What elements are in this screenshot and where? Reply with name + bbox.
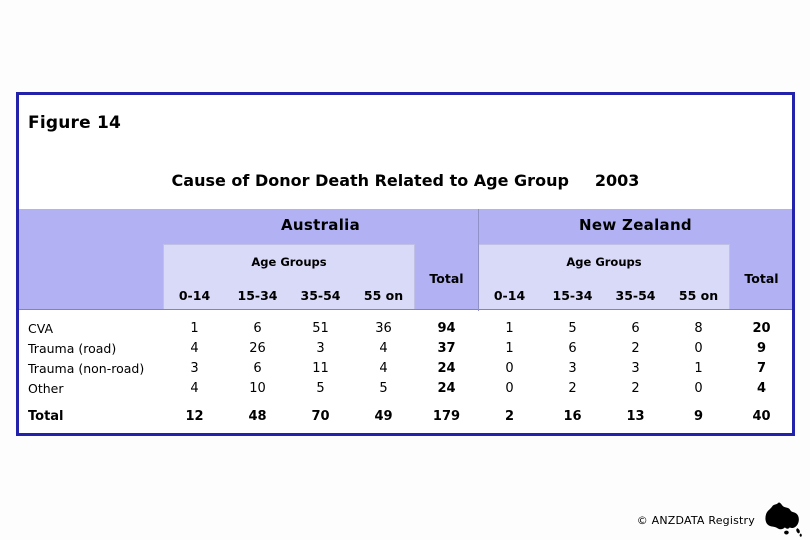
cell: 70 [311,408,330,424]
row-label: Trauma (road) [28,340,117,356]
cell: 6 [253,360,262,376]
cell: 13 [626,408,645,424]
cell: 0 [694,340,703,356]
row-label: CVA [28,320,54,336]
cell-nz-total: 4 [756,380,767,396]
cell: 6 [568,340,577,356]
figure-label: Figure 14 [28,113,122,133]
cell: 16 [563,408,582,424]
cell-au-total: 24 [437,380,456,396]
region-header-new-zealand: New Zealand [579,216,692,234]
age-column-header-row: 0-14 15-34 35-54 55 on 0-14 15-34 35-54 … [19,288,793,303]
figure-title-text: Cause of Donor Death Related to Age Grou… [171,171,569,190]
cell: 0 [505,380,514,396]
cell: 3 [316,340,325,356]
cell: 2 [504,408,515,424]
cell: 2 [631,380,640,396]
cell-au-total: 94 [437,320,456,336]
cell: 0 [505,360,514,376]
cell: 0 [694,380,703,396]
cell: 6 [253,320,262,336]
cell: 1 [505,340,514,356]
cell: 1 [694,360,703,376]
cell: 4 [190,340,199,356]
cell-nz-total: 20 [752,320,771,336]
region-header-australia: Australia [280,216,360,234]
row-label: Total [28,408,64,424]
figure-title: Cause of Donor Death Related to Age Grou… [19,171,792,190]
row-label: Other [28,380,64,396]
column-header: 0-14 [178,288,211,303]
cell: 1 [190,320,199,336]
region-header-row: Australia New Zealand [19,216,793,234]
cell: 9 [693,408,704,424]
table-row-trauma-road: Trauma (road) 4 26 3 4 37 1 6 2 0 9 [19,338,792,358]
age-groups-label-new-zealand: Age Groups [566,255,642,269]
cell: 3 [631,360,640,376]
column-header: 15-34 [237,288,278,303]
total-column-header-new-zealand: Total [744,271,779,286]
total-header-row: Total Total [19,271,793,286]
table-row-total: Total 12 48 70 49 179 2 16 13 9 40 [19,404,792,428]
cell: 6 [631,320,640,336]
cell: 5 [379,380,388,396]
column-header: 15-34 [552,288,593,303]
new-zealand-age-groups-box [478,244,730,309]
cell: 4 [379,340,388,356]
australia-age-groups-box [163,244,415,309]
cell: 10 [249,380,266,396]
cell: 2 [631,340,640,356]
cell: 48 [248,408,267,424]
cell-au-total: 179 [432,408,461,424]
cell: 26 [249,340,266,356]
table-row-other: Other 4 10 5 5 24 0 2 2 0 4 [19,378,792,398]
column-header: 35-54 [300,288,341,303]
column-header: 35-54 [615,288,656,303]
cell: 2 [568,380,577,396]
total-column-header-australia: Total [429,271,464,286]
row-label: Trauma (non-road) [28,360,145,376]
column-header: 55 on [363,288,404,303]
age-groups-label-australia: Age Groups [251,255,327,269]
figure-title-year: 2003 [594,171,640,190]
cell: 4 [190,380,199,396]
cell: 12 [185,408,204,424]
table-row-trauma-non-road: Trauma (non-road) 3 6 11 4 24 0 3 3 1 7 [19,358,792,378]
data-table: Australia New Zealand Age Groups Age Gro… [19,209,792,433]
cell: 11 [312,360,329,376]
cell-au-total: 37 [437,340,456,356]
australia-nz-map-icon [765,502,802,537]
table-header-band: Australia New Zealand Age Groups Age Gro… [19,209,792,310]
cell: 5 [568,320,577,336]
cell: 5 [316,380,325,396]
table-row-cva: CVA 1 6 51 36 94 1 5 6 8 20 [19,318,792,338]
cell: 4 [379,360,388,376]
cell: 36 [375,320,392,336]
age-groups-label-row: Age Groups Age Groups [19,255,793,269]
table-body: CVA 1 6 51 36 94 1 5 6 8 20 Trauma (road… [19,311,792,432]
cell: 51 [312,320,329,336]
cell-nz-total: 9 [756,340,767,356]
cell: 8 [694,320,703,336]
cell: 49 [374,408,393,424]
figure-panel: Figure 14 Cause of Donor Death Related t… [16,92,795,436]
cell-nz-total: 40 [752,408,771,424]
column-header: 55 on [678,288,719,303]
cell: 3 [190,360,199,376]
cell: 1 [505,320,514,336]
cell-nz-total: 7 [756,360,767,376]
column-header: 0-14 [493,288,526,303]
cell: 3 [568,360,577,376]
copyright-text: © ANZDATA Registry [636,514,755,527]
cell-au-total: 24 [437,360,456,376]
